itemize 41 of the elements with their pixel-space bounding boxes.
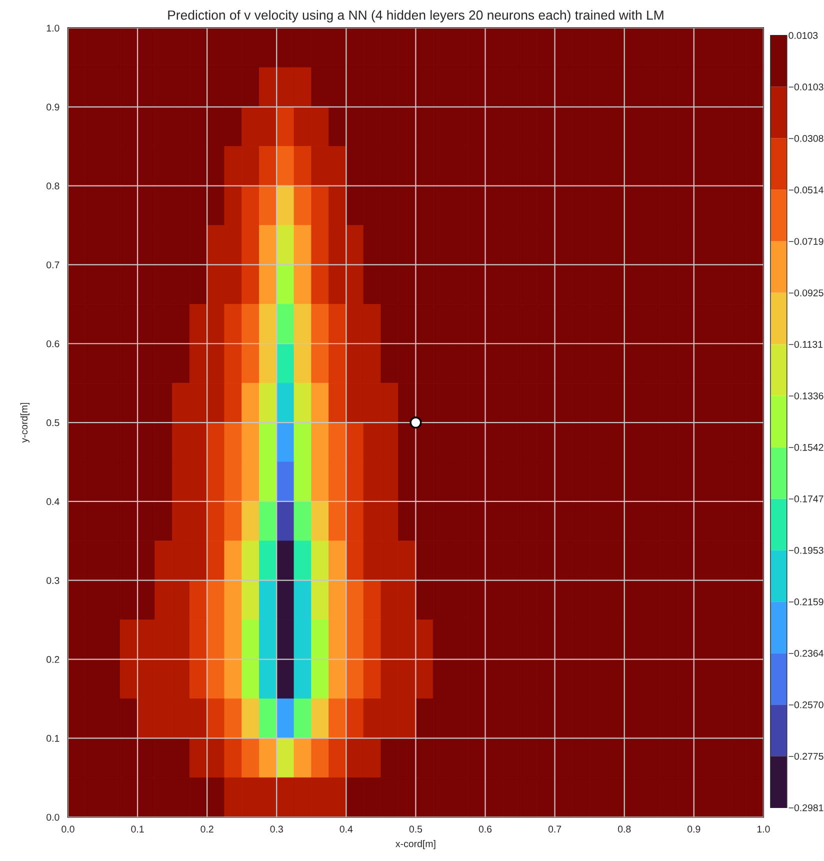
y-tick-label: 0.0 [46, 814, 60, 821]
color-bar-label: −0.2775 [788, 752, 824, 760]
y-tick-label: 0.6 [46, 340, 60, 348]
y-tick-label: 0.3 [46, 577, 60, 584]
color-bar-label: −0.2570 [788, 701, 824, 708]
y-tick-label: 0.2 [46, 656, 60, 663]
y-tick-label: 0.8 [46, 182, 60, 190]
y-tick-label: 0.7 [46, 261, 60, 268]
x-tick-label: 0.4 [340, 826, 353, 833]
y-tick-label: 0.1 [46, 734, 60, 742]
color-bar-label: 0.0103 [788, 32, 818, 39]
color-bar-label: −0.1747 [788, 495, 824, 502]
y-tick-label: 0.5 [46, 419, 60, 426]
x-tick-label: 1.0 [757, 826, 770, 833]
color-bar-label: −0.1542 [788, 444, 824, 451]
x-tick-label: 0.3 [270, 826, 283, 833]
color-bar-label: −0.0925 [788, 289, 824, 296]
chart-title: Prediction of v velocity using a NN (4 hidden leyers 20 neurons each) trained with LM [168, 10, 664, 22]
color-bar-label: −0.0103 [788, 84, 824, 90]
x-tick-label: 0.9 [688, 826, 700, 833]
color-bar-label: −0.1131 [788, 340, 823, 348]
color-bar-label: −0.2159 [788, 598, 824, 606]
x-tick-label: 0.7 [548, 826, 562, 833]
x-tick-label: 0.0 [62, 826, 74, 833]
x-tick-label: 0.1 [131, 826, 144, 833]
x-tick-label: 0.8 [618, 826, 631, 833]
x-tick-label: 0.2 [200, 826, 214, 833]
y-tick-label: 1.0 [46, 24, 60, 32]
x-axis-title: x-cord[m] [396, 840, 436, 850]
color-bar-label: −0.1336 [788, 392, 824, 400]
y-tick-label: 0.4 [46, 498, 60, 506]
y-axis-title: y-cord[m] [20, 402, 30, 443]
color-bar-label: −0.2364 [788, 650, 824, 657]
color-bar-label: −0.0719 [788, 238, 824, 245]
color-bar-label: −0.2981 [788, 804, 824, 812]
color-bar-label: −0.0308 [788, 135, 824, 142]
y-tick-label: 0.9 [46, 104, 60, 111]
color-bar-label: −0.0514 [788, 186, 824, 194]
color-bar-label: −0.1953 [788, 546, 824, 554]
x-tick-label: 0.6 [478, 826, 492, 833]
x-tick-label: 0.5 [409, 826, 422, 833]
